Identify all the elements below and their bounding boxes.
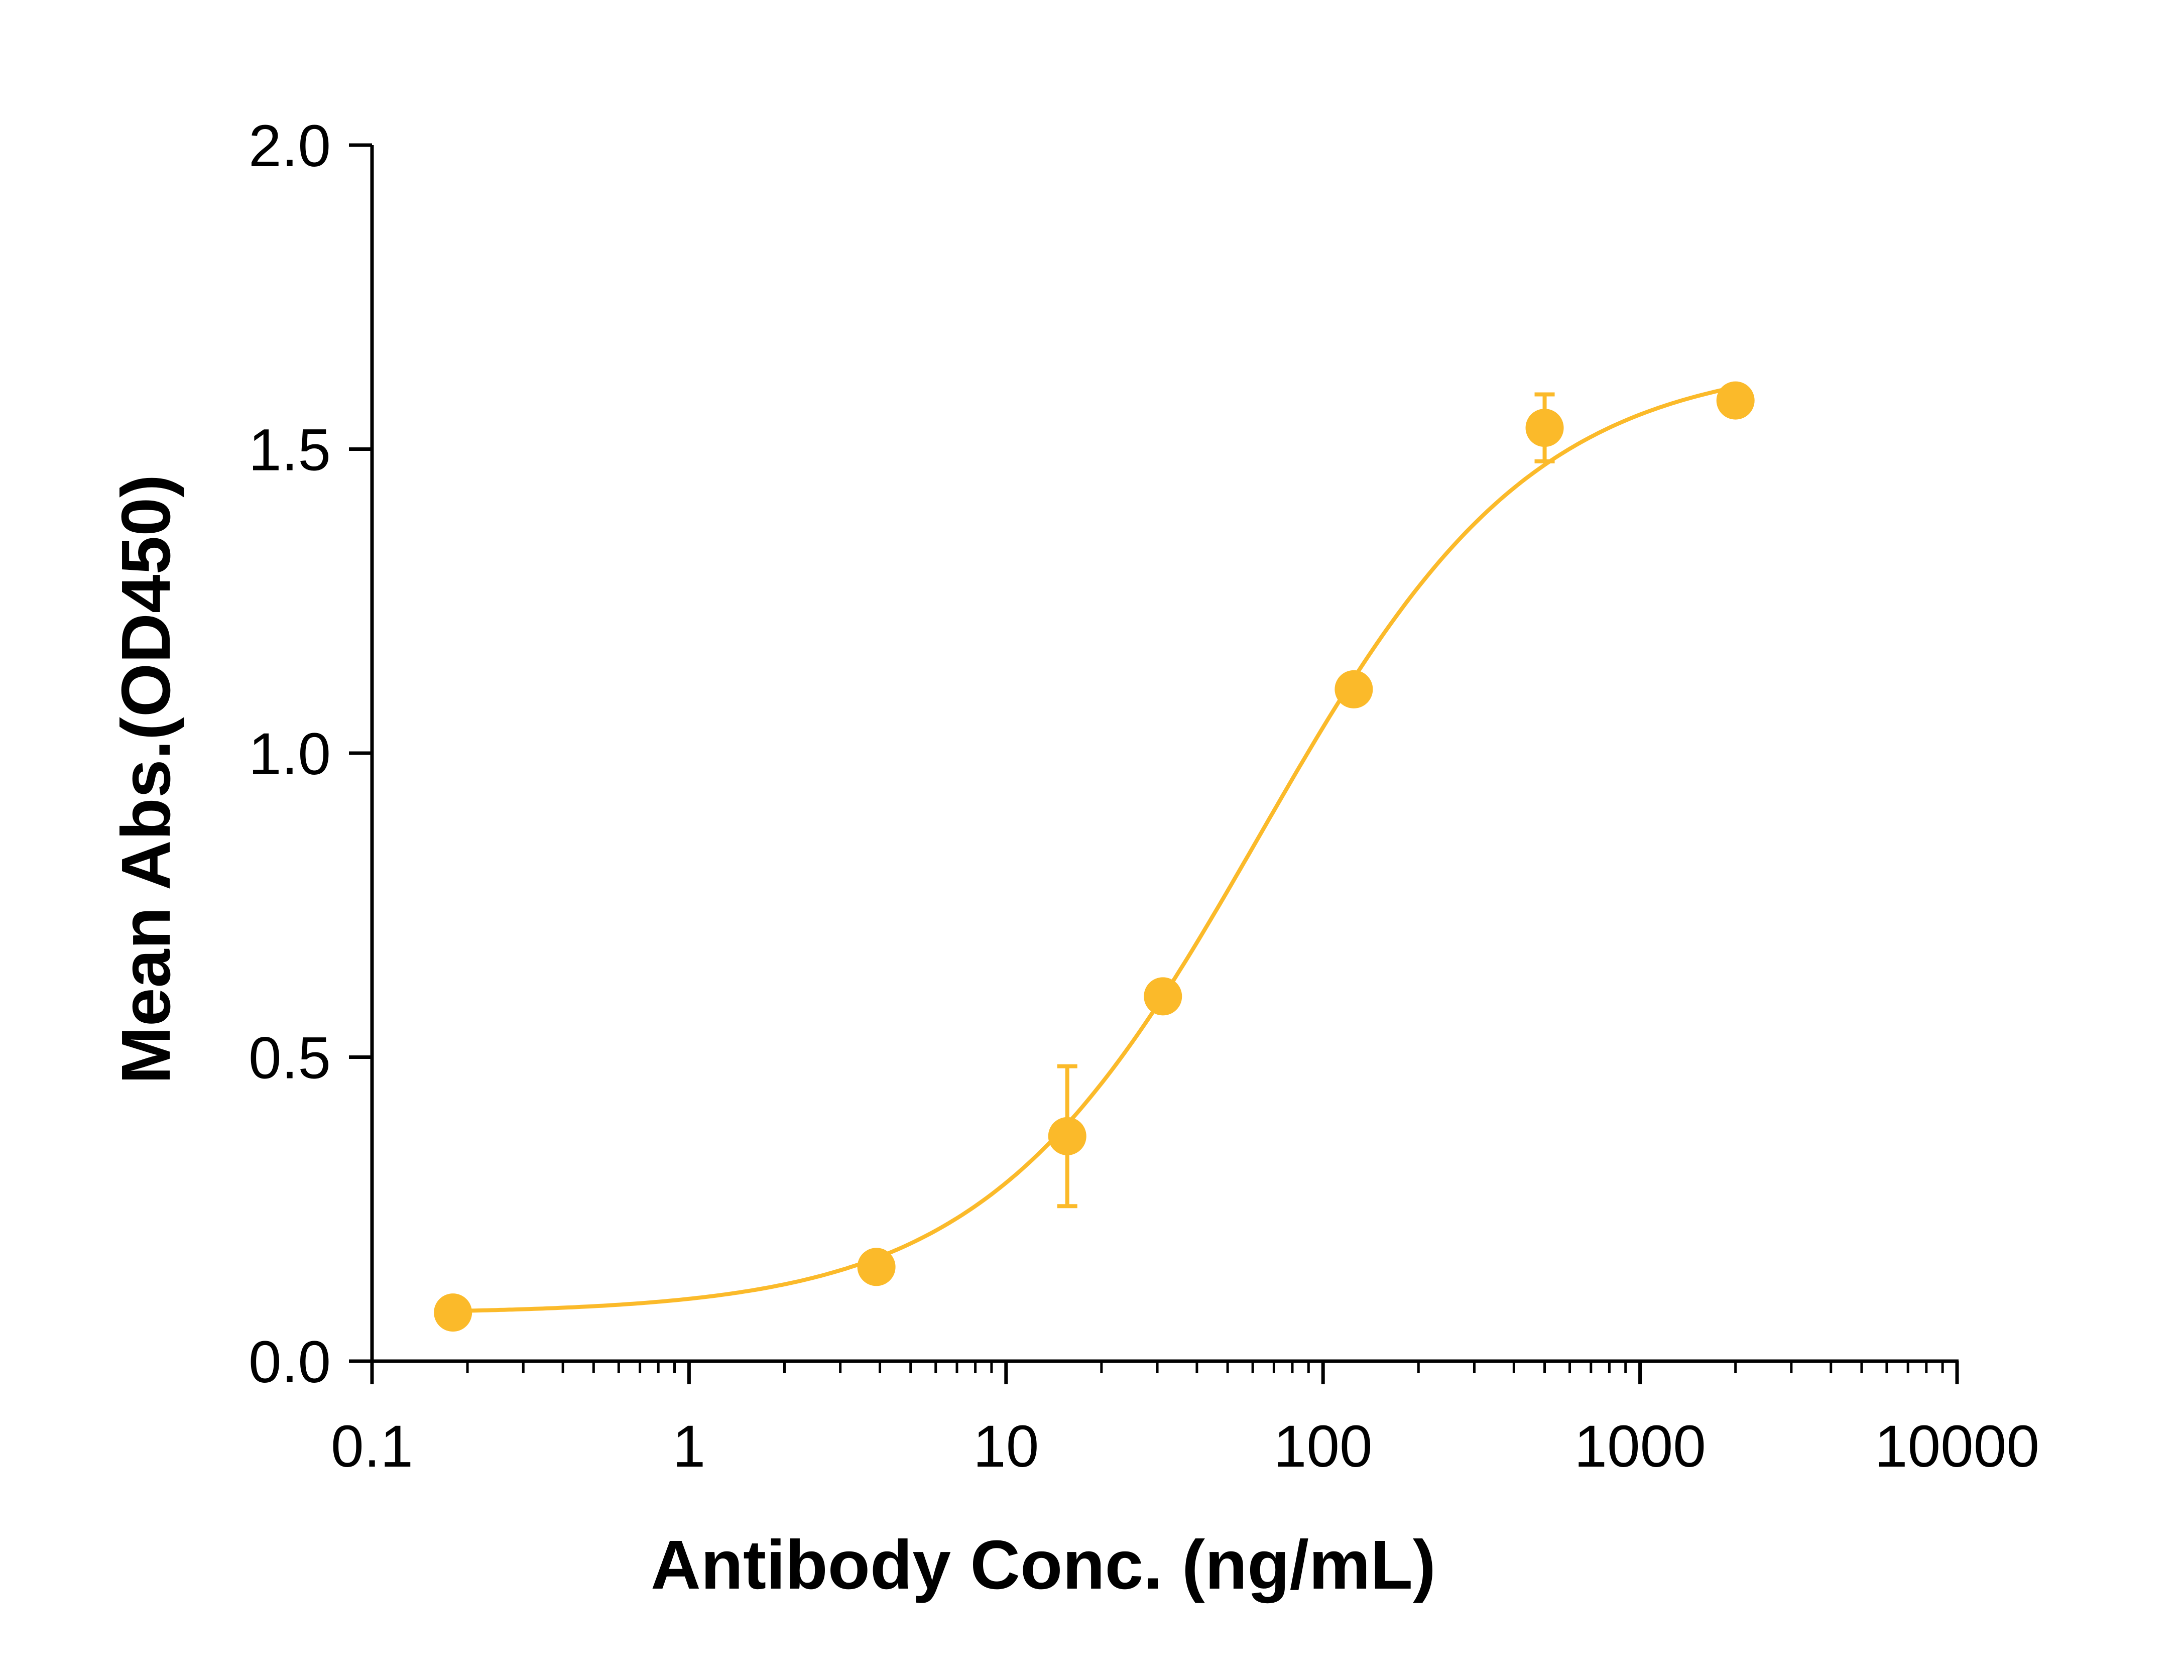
data-point — [434, 1293, 472, 1332]
y-tick-label: 0.0 — [249, 1329, 331, 1395]
data-points — [434, 381, 1755, 1332]
x-ticks: 0.1 1 10 100 1000 10000 — [331, 1361, 2039, 1480]
x-tick-label: 1000 — [1574, 1413, 1706, 1480]
data-point — [1525, 409, 1564, 447]
axes — [370, 145, 1959, 1363]
x-tick-label: 0.1 — [331, 1413, 413, 1480]
x-tick-label: 100 — [1274, 1413, 1373, 1480]
x-tick-label: 10 — [973, 1413, 1039, 1480]
y-ticks: 0.0 0.5 1.0 1.5 2.0 — [249, 113, 372, 1395]
data-point — [1334, 670, 1373, 708]
x-tick-label: 10000 — [1875, 1413, 2039, 1480]
data-point — [857, 1248, 896, 1286]
y-tick-label: 1.0 — [249, 721, 331, 787]
y-tick-label: 0.5 — [249, 1025, 331, 1092]
y-tick-label: 2.0 — [249, 113, 331, 179]
data-point — [1048, 1117, 1086, 1155]
y-tick-label: 1.5 — [249, 417, 331, 484]
fit-curve — [453, 385, 1736, 1313]
data-point — [1144, 977, 1182, 1016]
x-axis-title: Antibody Conc. (ng/mL) — [651, 1526, 1436, 1604]
y-axis-title: Mean Abs.(OD450) — [107, 474, 185, 1084]
x-tick-label: 1 — [673, 1413, 706, 1480]
data-point — [1716, 381, 1755, 420]
